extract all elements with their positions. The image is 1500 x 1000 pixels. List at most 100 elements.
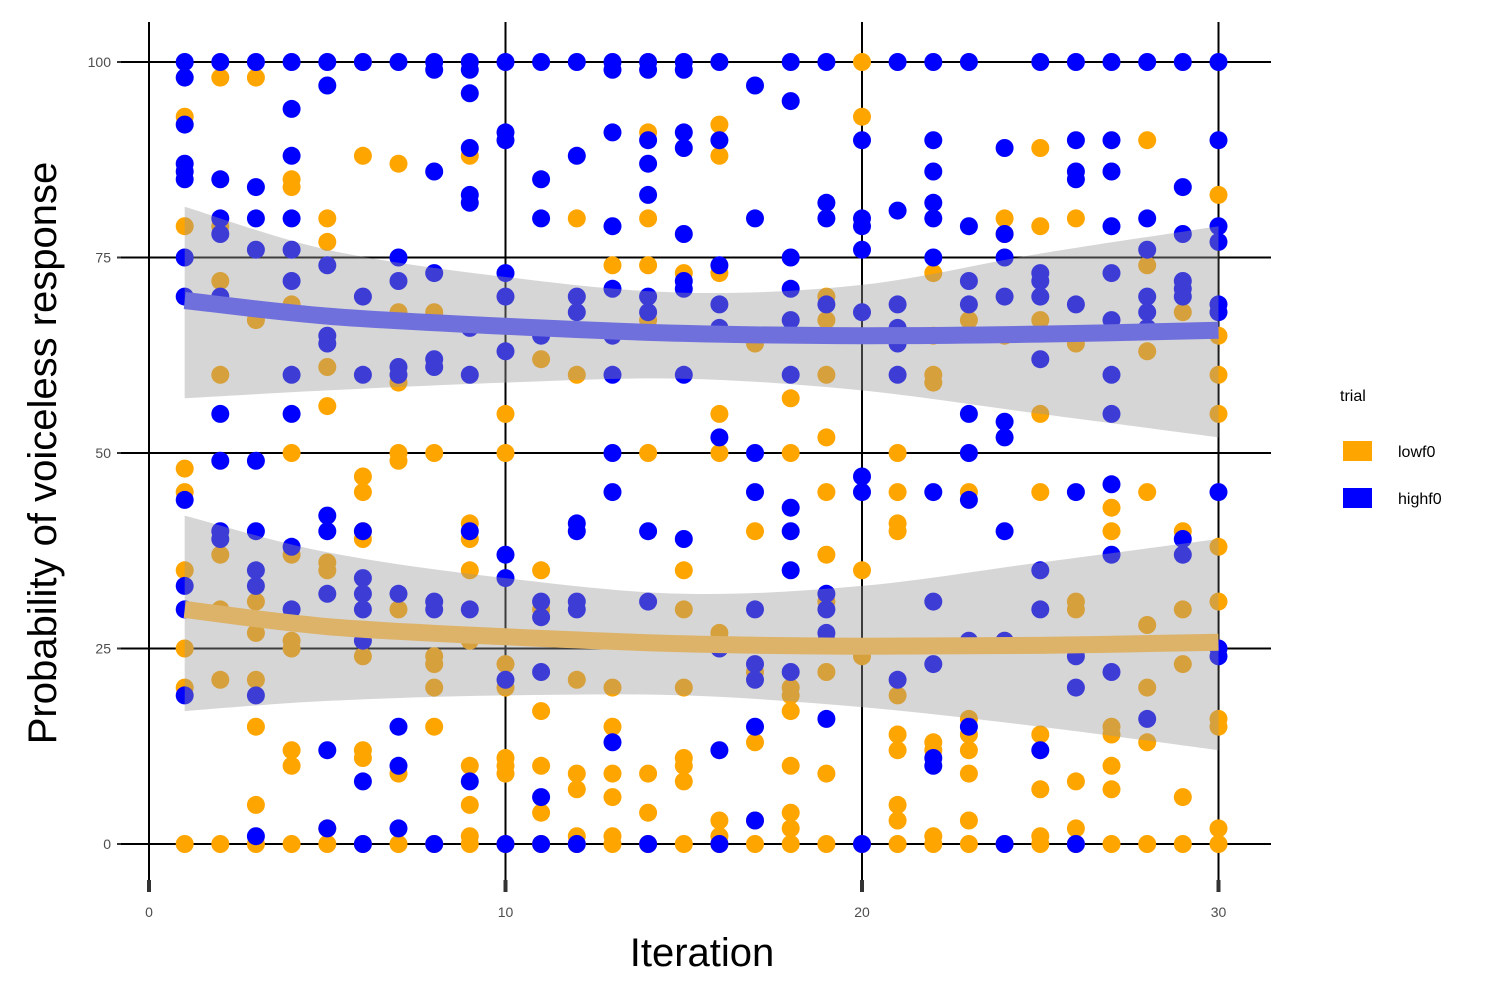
point-highf0-144 — [674, 279, 693, 298]
point-highf0-146 — [674, 530, 693, 548]
point-highf0-95 — [496, 342, 515, 361]
point-lowf0-237 — [1209, 835, 1228, 853]
point-highf0-56 — [353, 584, 372, 603]
point-highf0-218 — [959, 717, 978, 736]
point-lowf0-87 — [532, 702, 551, 721]
point-lowf0-165 — [888, 725, 907, 744]
point-highf0-43 — [318, 256, 337, 275]
point-lowf0-125 — [710, 444, 729, 462]
point-highf0-49 — [318, 741, 337, 760]
point-highf0-25 — [246, 451, 265, 470]
point-highf0-57 — [353, 600, 372, 619]
point-highf0-251 — [1102, 365, 1121, 384]
point-lowf0-118 — [674, 756, 693, 775]
point-lowf0-137 — [781, 444, 800, 462]
point-lowf0-22 — [246, 795, 265, 814]
point-highf0-212 — [959, 272, 978, 290]
grid-lines — [121, 22, 1271, 892]
point-highf0-269 — [1173, 530, 1192, 548]
point-highf0-264 — [1173, 178, 1192, 197]
point-lowf0-148 — [817, 428, 836, 447]
x-axis-title: Iteration — [630, 931, 775, 975]
point-highf0-63 — [389, 272, 408, 290]
point-highf0-20 — [211, 530, 230, 548]
point-lowf0-212 — [1102, 780, 1121, 799]
point-lowf0-136 — [781, 389, 800, 408]
point-highf0-73 — [425, 264, 444, 283]
point-highf0-40 — [282, 600, 301, 619]
point-lowf0-185 — [959, 835, 978, 853]
confidence-band-lowf0 — [184, 515, 1219, 751]
point-lowf0-143 — [781, 819, 800, 838]
point-lowf0-120 — [674, 835, 693, 853]
point-highf0-18 — [211, 451, 230, 470]
point-highf0-71 — [425, 60, 444, 79]
point-highf0-9 — [175, 576, 194, 595]
point-lowf0-88 — [532, 756, 551, 775]
point-highf0-66 — [389, 584, 408, 603]
point-highf0-180 — [817, 600, 836, 619]
point-highf0-263 — [1173, 53, 1192, 71]
point-highf0-241 — [1066, 483, 1085, 502]
point-highf0-253 — [1102, 475, 1121, 494]
point-lowf0-221 — [1138, 835, 1157, 853]
point-lowf0-89 — [532, 803, 551, 822]
point-lowf0-155 — [853, 53, 871, 71]
point-highf0-100 — [532, 53, 551, 71]
point-highf0-125 — [603, 444, 622, 462]
point-highf0-244 — [1066, 835, 1085, 853]
point-highf0-159 — [746, 483, 764, 502]
y-tick-label-75: 75 — [95, 250, 111, 266]
point-highf0-169 — [781, 311, 800, 330]
point-highf0-246 — [1102, 131, 1121, 150]
confidence-band-highf0 — [184, 206, 1219, 438]
point-highf0-279 — [1209, 647, 1228, 666]
point-lowf0-119 — [674, 772, 693, 791]
point-lowf0-52 — [389, 154, 408, 173]
point-lowf0-100 — [603, 717, 622, 736]
point-lowf0-204 — [1066, 772, 1085, 791]
point-highf0-176 — [817, 193, 836, 212]
point-lowf0-133 — [746, 733, 764, 752]
legend-title: trial — [1340, 388, 1366, 405]
point-highf0-271 — [1209, 53, 1228, 71]
point-highf0-142 — [674, 225, 693, 243]
point-highf0-215 — [959, 444, 978, 462]
point-lowf0-15 — [211, 835, 230, 853]
point-lowf0-194 — [1031, 404, 1050, 423]
point-lowf0-75 — [460, 835, 479, 853]
point-lowf0-184 — [959, 811, 978, 830]
point-lowf0-121 — [710, 115, 729, 134]
point-highf0-41 — [318, 53, 337, 71]
point-lowf0-161 — [888, 483, 907, 502]
point-highf0-33 — [282, 146, 301, 165]
smooth-fits — [183, 206, 1219, 751]
point-highf0-122 — [603, 279, 622, 298]
point-highf0-149 — [710, 256, 729, 275]
point-lowf0-36 — [318, 358, 337, 376]
point-lowf0-235 — [1209, 717, 1228, 736]
point-highf0-239 — [1066, 170, 1085, 189]
point-highf0-117 — [567, 835, 586, 853]
point-highf0-61 — [389, 53, 408, 71]
point-lowf0-4 — [175, 561, 194, 580]
point-highf0-13 — [211, 170, 230, 189]
point-highf0-140 — [674, 123, 693, 142]
point-lowf0-110 — [639, 764, 658, 783]
point-lowf0-61 — [425, 444, 444, 462]
point-lowf0-63 — [425, 655, 444, 674]
point-highf0-77 — [425, 600, 444, 619]
point-highf0-171 — [781, 498, 800, 517]
point-lowf0-101 — [603, 764, 622, 783]
point-highf0-120 — [603, 123, 622, 142]
point-highf0-101 — [532, 170, 551, 189]
point-highf0-108 — [532, 835, 551, 853]
point-highf0-23 — [246, 209, 265, 228]
point-lowf0-43 — [353, 146, 372, 165]
point-lowf0-220 — [1138, 733, 1157, 752]
point-lowf0-127 — [710, 811, 729, 830]
point-highf0-110 — [567, 146, 586, 165]
legend-label-lowf0: lowf0 — [1398, 444, 1435, 461]
point-highf0-135 — [639, 522, 658, 541]
point-highf0-6 — [175, 248, 194, 267]
